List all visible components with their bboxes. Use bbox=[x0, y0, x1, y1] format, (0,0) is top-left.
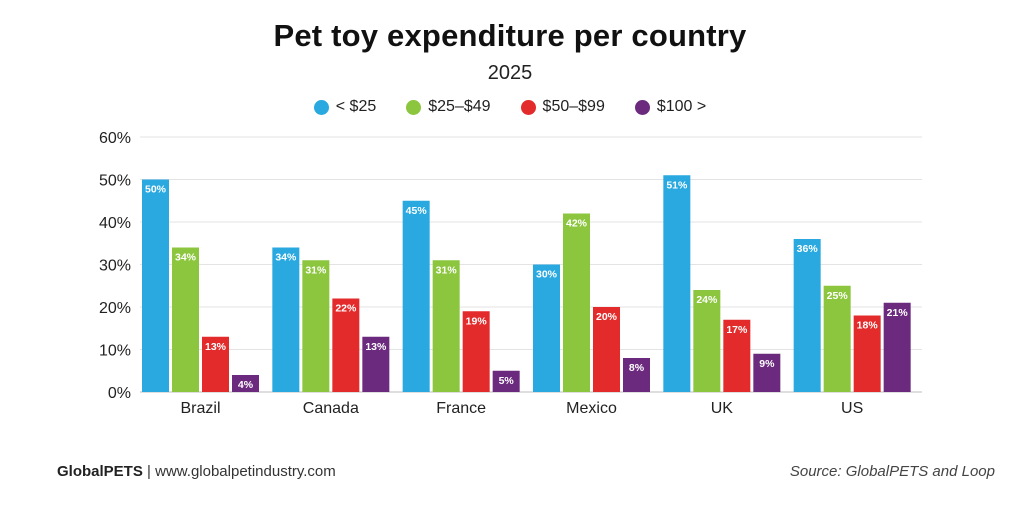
legend-item-under-25[interactable]: < $25 bbox=[313, 98, 377, 116]
bar bbox=[492, 370, 520, 392]
x-tick-label: Canada bbox=[303, 400, 359, 417]
bar bbox=[793, 239, 821, 392]
bar-value-label: 42% bbox=[566, 218, 588, 230]
y-tick-label: 60% bbox=[99, 130, 131, 147]
footer-source: Source: GlobalPETS and Loop bbox=[789, 463, 995, 480]
y-tick-label: 50% bbox=[99, 173, 131, 190]
x-tick-label: UK bbox=[711, 400, 734, 417]
bar-value-label: 21% bbox=[887, 307, 909, 319]
bar bbox=[533, 264, 560, 392]
legend-swatch-50-99 bbox=[520, 99, 536, 115]
legend-item-25-49[interactable]: $25–$49 bbox=[406, 98, 491, 116]
legend-label-25-49: $25–$49 bbox=[428, 98, 491, 115]
bar-value-label: 51% bbox=[666, 179, 688, 191]
bar-value-label: 31% bbox=[436, 264, 458, 276]
bar bbox=[663, 175, 691, 392]
y-tick-label: 40% bbox=[99, 215, 131, 232]
x-tick-label: France bbox=[436, 400, 486, 417]
footer-credit: GlobalPETS | www.globalpetindustry.com bbox=[57, 463, 336, 480]
y-tick-label: 30% bbox=[99, 258, 131, 275]
bar-value-label: 4% bbox=[238, 379, 254, 391]
bar bbox=[402, 200, 430, 392]
legend-label-100-plus: $100 > bbox=[656, 98, 707, 115]
bar-value-label: 13% bbox=[365, 341, 387, 353]
y-tick-label: 10% bbox=[99, 343, 131, 360]
bar-value-label: 18% bbox=[857, 320, 879, 332]
legend-item-50-99[interactable]: $50–$99 bbox=[520, 98, 605, 116]
legend-label-50-99: $50–$99 bbox=[542, 98, 605, 115]
bar bbox=[723, 319, 751, 392]
bar-value-label: 22% bbox=[335, 303, 357, 315]
bar bbox=[202, 336, 229, 392]
bar-value-label: 31% bbox=[305, 264, 327, 276]
bar bbox=[623, 358, 650, 392]
y-tick-label: 0% bbox=[108, 385, 131, 402]
bar bbox=[462, 311, 490, 392]
bar bbox=[693, 290, 721, 392]
legend-item-100-plus[interactable]: $100 > bbox=[634, 98, 707, 116]
legend-swatch-under-25 bbox=[313, 99, 329, 115]
bar bbox=[272, 247, 300, 392]
bar bbox=[172, 247, 199, 392]
bar-value-label: 5% bbox=[499, 375, 515, 387]
footer-url[interactable]: www.globalpetindustry.com bbox=[155, 463, 336, 480]
bar-value-label: 25% bbox=[827, 290, 849, 302]
y-tick-label: 20% bbox=[99, 300, 131, 317]
bar-value-label: 19% bbox=[466, 315, 488, 327]
bar bbox=[302, 260, 330, 392]
legend-swatch-100-plus bbox=[634, 99, 650, 115]
bar-value-label: 45% bbox=[406, 205, 428, 217]
legend: < $25 $25–$49 $50–$99 $100 > bbox=[0, 98, 1020, 116]
legend-label-under-25: < $25 bbox=[335, 98, 377, 115]
bar-value-label: 34% bbox=[275, 252, 297, 264]
bar-value-label: 13% bbox=[205, 341, 227, 353]
bar bbox=[853, 315, 881, 392]
bar bbox=[883, 302, 911, 392]
bar bbox=[593, 307, 620, 392]
footer-separator: | bbox=[147, 463, 151, 480]
bar-value-label: 34% bbox=[175, 252, 197, 264]
x-tick-label: Brazil bbox=[180, 400, 220, 417]
bar-value-label: 17% bbox=[726, 324, 748, 336]
bar-value-label: 20% bbox=[596, 311, 618, 323]
bar bbox=[753, 353, 781, 392]
chart-title: Pet toy expenditure per country bbox=[273, 18, 747, 53]
bar bbox=[332, 298, 360, 392]
legend-swatch-25-49 bbox=[406, 99, 422, 115]
x-tick-label: US bbox=[841, 400, 863, 417]
bar bbox=[823, 285, 851, 392]
x-tick-label: Mexico bbox=[566, 400, 617, 417]
footer-brand: GlobalPETS bbox=[57, 463, 143, 480]
chart-subtitle: 2025 bbox=[487, 62, 533, 84]
bar-value-label: 30% bbox=[536, 269, 558, 281]
bar-value-label: 8% bbox=[629, 362, 645, 374]
bar bbox=[432, 260, 460, 392]
bar bbox=[142, 179, 169, 392]
bar bbox=[362, 336, 390, 392]
bar bbox=[563, 213, 590, 392]
bar-value-label: 50% bbox=[145, 184, 167, 196]
bar bbox=[232, 375, 259, 392]
bar-value-label: 24% bbox=[696, 294, 718, 306]
bar-value-label: 36% bbox=[797, 243, 819, 255]
bar-value-label: 9% bbox=[759, 358, 775, 370]
